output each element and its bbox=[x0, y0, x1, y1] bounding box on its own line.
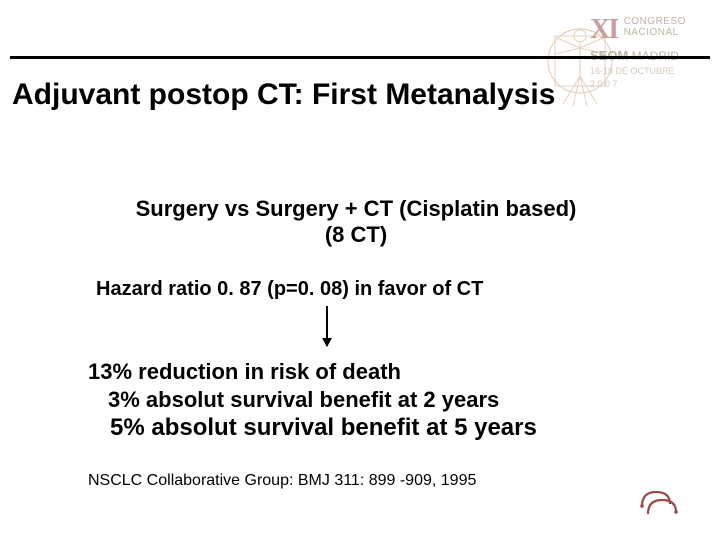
down-arrow-icon bbox=[326, 306, 328, 346]
watermark-text: XI CONGRESO NACIONAL SEOM MADRID 16-19 D… bbox=[590, 14, 710, 89]
subheading-line1: Surgery vs Surgery + CT (Cisplatin based… bbox=[136, 196, 577, 221]
congress-year: 2 0 0 7 bbox=[590, 79, 710, 89]
congress-watermark: XI CONGRESO NACIONAL SEOM MADRID 16-19 D… bbox=[545, 6, 710, 126]
citation: NSCLC Collaborative Group: BMJ 311: 899 … bbox=[88, 472, 476, 490]
subheading-line2: (8 CT) bbox=[325, 222, 387, 247]
congress-label: CONGRESO NACIONAL bbox=[624, 16, 686, 38]
seom-logo-icon bbox=[634, 486, 684, 522]
result-line-3: 5% absolut survival benefit at 5 years bbox=[88, 413, 537, 443]
hazard-ratio-line: Hazard ratio 0. 87 (p=0. 08) in favor of… bbox=[96, 278, 483, 301]
roman-numeral: XI bbox=[590, 14, 617, 46]
vitruvian-icon bbox=[545, 6, 615, 126]
congress-date: 16-19 DE OCTUBRE bbox=[590, 66, 710, 76]
result-line-1: 13% reduction in risk of death bbox=[88, 358, 537, 386]
subheading: Surgery vs Surgery + CT (Cisplatin based… bbox=[96, 196, 616, 249]
header-rule bbox=[10, 56, 710, 59]
results-block: 13% reduction in risk of death 3% absolu… bbox=[88, 358, 537, 443]
result-line-2: 3% absolut survival benefit at 2 years bbox=[88, 386, 537, 414]
slide-title: Adjuvant postop CT: First Metanalysis bbox=[12, 78, 555, 112]
